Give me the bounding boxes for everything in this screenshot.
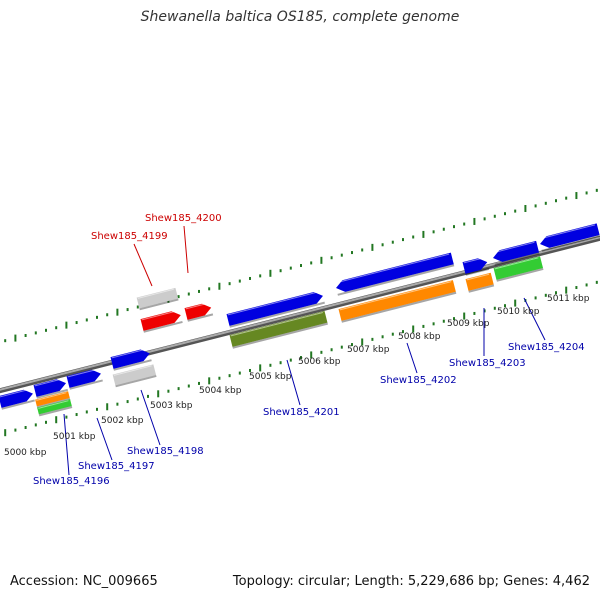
rna-box-green [493,256,544,282]
kbp-label: 5002 kbp [101,416,144,426]
label-connector-line [406,342,418,374]
gene-label: Shew185_4197 [78,461,155,472]
kbp-label: 5007 kbp [347,345,390,355]
pseudogene-box [112,364,157,388]
rna-box-green [37,399,73,417]
gene-label: Shew185_4196 [33,476,110,487]
pseudogene-box [136,287,179,311]
accession-text: Accession: NC_009665 [10,574,158,589]
gene-label: Shew185_4202 [380,375,457,386]
label-connector-line [63,413,70,476]
label-connector-line [183,225,189,274]
rna-box [338,280,457,323]
kbp-label: 5010 kbp [497,307,540,317]
label-connector-line [133,243,153,287]
kbp-label: 5005 kbp [249,372,292,382]
cds-box-olive [229,311,328,349]
kbp-label: 5011 kbp [547,294,590,304]
label-connector-line [286,359,301,406]
kbp-labels: 5000 kbp 5001 kbp 5002 kbp 5003 kbp 5004 kbp… [4,294,590,458]
label-connectors [63,225,546,476]
kbp-label: 5004 kbp [199,386,242,396]
genome-summary-text: Topology: circular; Length: 5,229,686 bp… [232,574,590,589]
kbp-label: 5006 kbp [298,357,341,367]
kbp-label: 5000 kbp [4,448,47,458]
upper-tick-row [4,188,598,343]
gene-labels: Shew185_4196 Shew185_4197 Shew185_4198 Shew… [33,213,585,487]
cds-arrow [226,291,325,328]
cds-arrow [0,388,35,410]
gene-label: Shew185_4201 [263,407,340,418]
cds-arrow [539,223,600,252]
gene-features [0,223,600,417]
rna-arrow-red [184,302,214,322]
label-connector-line [523,297,546,341]
label-connector-line [96,417,113,461]
cds-arrow [335,252,455,296]
gene-label: Shew185_4204 [508,342,585,353]
cds-arrow [462,257,490,276]
cds-arrow [110,348,152,371]
gene-label: Shew185_4198 [127,446,204,457]
gene-label: Shew185_4200 [145,213,222,224]
rna-box [465,272,495,293]
cds-arrow [33,378,68,399]
kbp-label: 5001 kbp [53,432,96,442]
kbp-label: 5003 kbp [150,401,193,411]
gene-label: Shew185_4199 [91,231,168,242]
lower-tick-row [4,280,598,437]
cds-arrow [66,368,103,390]
kbp-label: 5008 kbp [398,332,441,342]
kbp-label: 5009 kbp [447,319,490,329]
gene-label: Shew185_4203 [449,358,526,369]
map-title: Shewanella baltica OS185, complete genom… [140,9,460,25]
label-connector-line [140,389,161,446]
cds-arrow [492,240,540,266]
genome-backbone [0,235,600,394]
rna-arrow-red [140,310,183,333]
